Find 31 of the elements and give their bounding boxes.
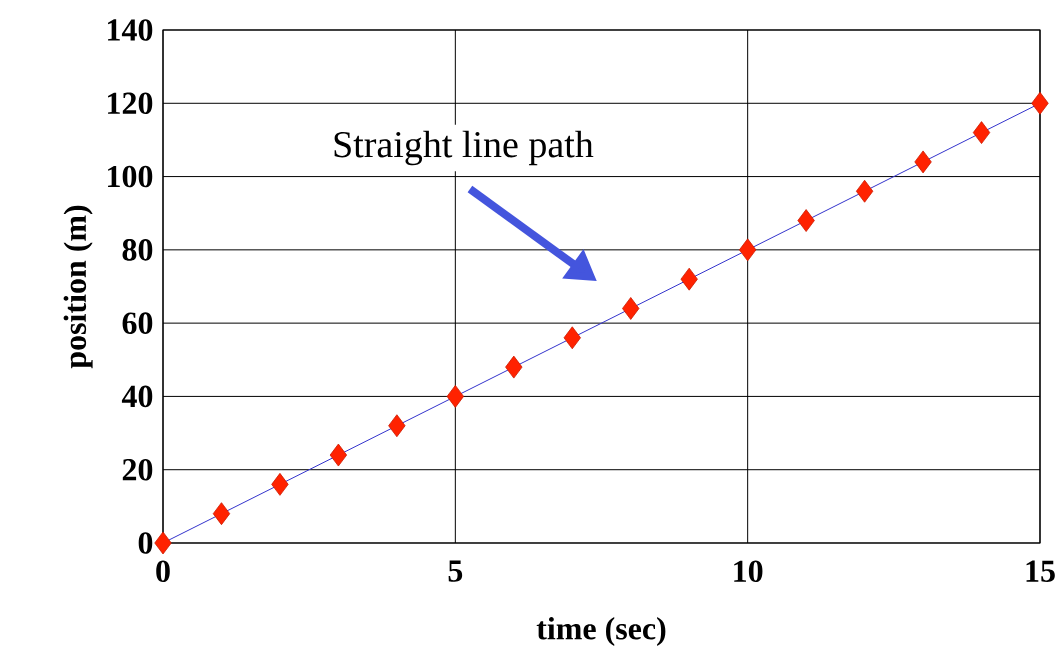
annotation: Straight line path (334, 130, 594, 166)
point (505, 355, 523, 379)
point (1031, 91, 1049, 115)
y-tick-label: 140 (108, 19, 153, 41)
x-tick-label: 0 (156, 560, 170, 583)
y-tick-label: 20 (122, 458, 153, 481)
y-axis-title: position (m) (63, 205, 93, 369)
x-tick-label: 10 (734, 560, 763, 583)
point (446, 385, 464, 408)
point (972, 121, 991, 144)
point (271, 472, 289, 496)
x-tick-label: 15 (1026, 560, 1055, 582)
y-tick-label: 80 (122, 239, 153, 261)
point (154, 531, 172, 555)
point (914, 150, 932, 174)
x-tick-label: 5 (448, 560, 463, 582)
x-axis-title: time (sec) (536, 616, 666, 646)
point (329, 443, 348, 467)
point (563, 326, 581, 350)
y-tick-label: 120 (108, 92, 153, 115)
point (680, 267, 698, 291)
y-tick-label: 100 (108, 165, 153, 188)
point (388, 414, 406, 438)
y-tick-label: 40 (121, 385, 153, 408)
point (797, 209, 815, 232)
point (622, 297, 640, 320)
point (212, 502, 231, 526)
y-tick-label: 0 (138, 532, 153, 554)
y-tick-label: 60 (122, 312, 153, 334)
point (739, 238, 757, 262)
point (855, 179, 874, 203)
